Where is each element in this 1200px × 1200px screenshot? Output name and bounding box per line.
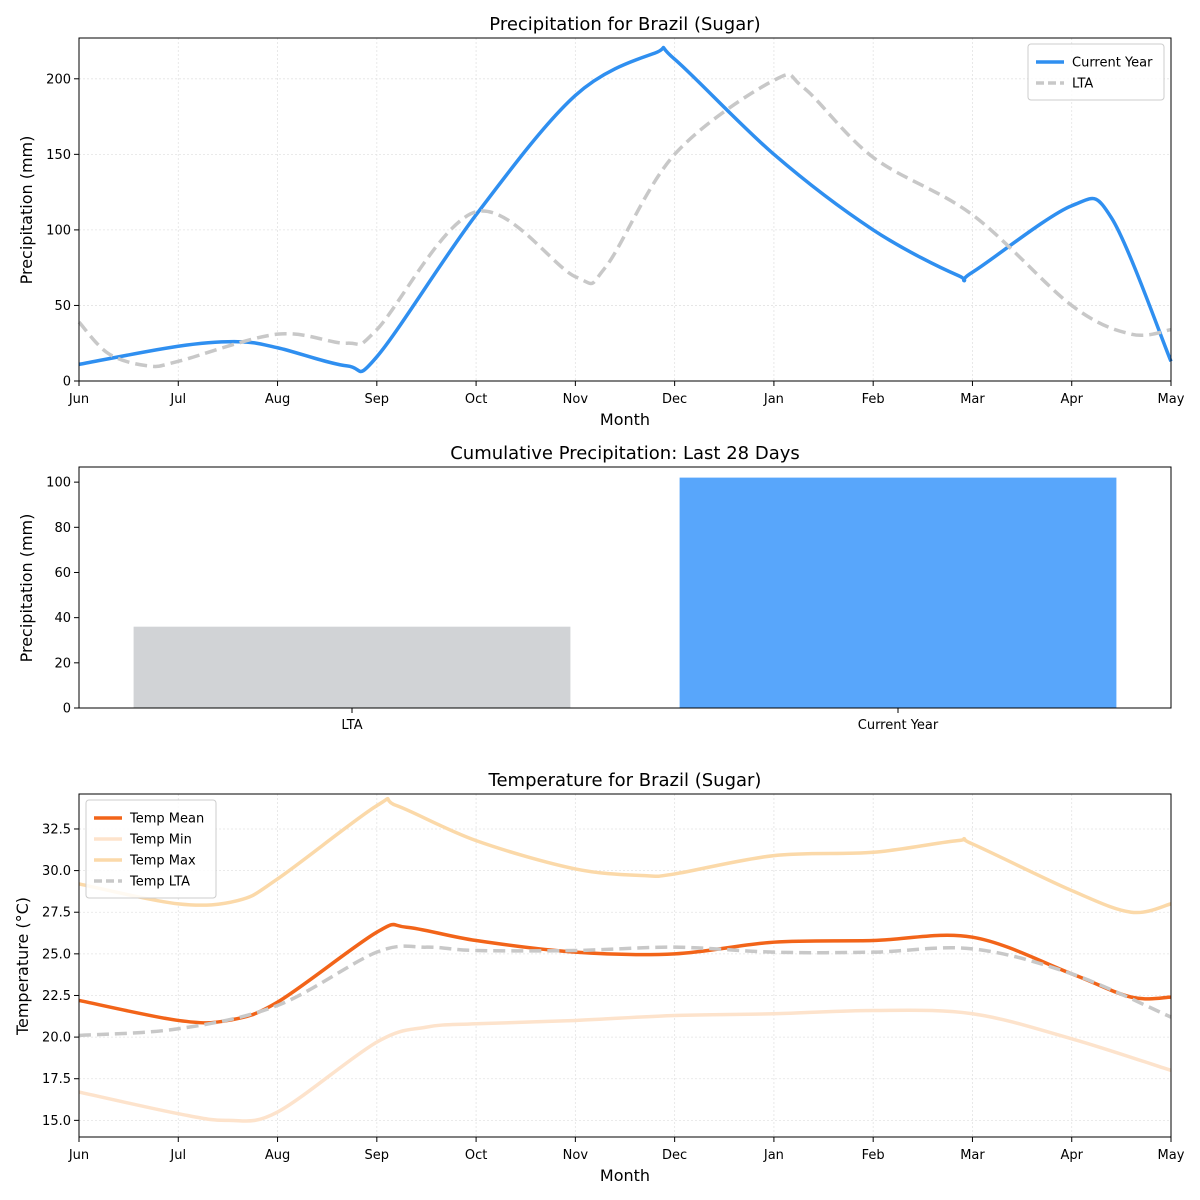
y-tick-label: 20.0 [42,1031,71,1046]
x-tick-label: Feb [862,1148,885,1163]
y-tick-label: 27.5 [42,906,71,921]
y-tick-label: 20 [54,656,71,671]
y-axis-label: Temperature (°C) [13,897,32,1036]
x-tick-label: Nov [563,392,589,407]
x-tick-label: Feb [862,392,885,407]
legend-label: Current Year [1072,56,1153,71]
series-line-temp-lta [78,944,1172,1038]
temperature-line-chart: Temperature for Brazil (Sugar) Jun Jul Aug… [13,770,1185,1185]
x-tick-label: Sep [365,392,390,407]
y-tick-label: 30.0 [42,864,71,879]
y-tick-label: 40 [54,611,71,626]
y-tick-label: 60 [54,566,71,581]
y-tick-label: 22.5 [42,989,71,1004]
y-tick-label: 17.5 [42,1072,71,1087]
series-line-lta [77,72,1172,369]
y-axis-label: Precipitation (mm) [17,136,36,285]
legend-label: Temp Mean [129,812,204,827]
x-axis-label: Month [600,1166,650,1185]
y-tick-label: 0 [63,375,71,390]
x-tick-label: Mar [960,1148,985,1163]
series-line-current-year [78,45,1173,374]
x-tick-label: Apr [1060,1148,1083,1163]
x-tick-label: Nov [563,1148,589,1163]
y-tick-label: 0 [63,702,71,717]
chart-title: Cumulative Precipitation: Last 28 Days [450,443,800,464]
y-tick-label: 100 [46,223,71,238]
x-axis-label: Month [600,410,650,429]
plot-frame [78,466,1172,709]
legend-label: LTA [1072,77,1093,92]
series-line-temp-mean [78,922,1172,1025]
x-tick-label: Jul [169,392,186,407]
plot-frame [78,37,1172,382]
x-tick-label: Dec [662,1148,687,1163]
series-line-temp-min [78,1008,1172,1123]
x-tick-label: LTA [341,718,362,733]
precipitation-line-chart: Precipitation for Brazil (Sugar) Jun Jul A… [17,14,1185,429]
legend: Current Year LTA [1027,43,1165,101]
x-tick-label: Aug [265,392,290,407]
chart-title: Precipitation for Brazil (Sugar) [489,14,760,35]
y-tick-label: 50 [54,299,71,314]
x-tick-label: Sep [365,1148,390,1163]
x-tick-label: Mar [960,392,985,407]
legend-label: Temp Min [129,833,192,848]
y-tick-label: 15.0 [42,1114,71,1129]
x-tick-label: Jan [763,1148,784,1163]
y-tick-label: 32.5 [42,822,71,837]
x-tick-label: Jun [68,1148,89,1163]
cumulative-bar-chart: Cumulative Precipitation: Last 28 Days L… [17,443,1172,733]
x-tick-label: May [1158,392,1185,407]
legend: Temp Mean Temp Min Temp Max Temp LTA [85,799,217,899]
y-tick-label: 80 [54,521,71,536]
legend-label: Temp Max [129,854,196,869]
y-axis-label: Precipitation (mm) [17,514,36,663]
y-tick-label: 25.0 [42,947,71,962]
y-tick-label: 100 [46,476,71,491]
x-tick-label: Jun [68,392,89,407]
x-tick-label: Dec [662,392,687,407]
x-tick-label: Current Year [858,718,939,733]
series-line-temp-max [78,797,1172,915]
x-tick-label: Aug [265,1148,290,1163]
legend-frame [85,799,217,899]
x-tick-label: Apr [1060,392,1083,407]
plot-frame [78,793,1172,1138]
y-tick-label: 200 [46,72,71,87]
legend-label: Temp LTA [129,875,190,890]
bar-current-year [679,477,1117,708]
x-tick-label: Oct [465,1148,487,1163]
x-tick-label: Jul [169,1148,186,1163]
bar-lta [133,626,571,708]
legend-frame [1027,43,1165,101]
x-tick-label: Oct [465,392,487,407]
y-tick-label: 150 [46,148,71,163]
x-tick-label: May [1158,1148,1185,1163]
x-tick-label: Jan [763,392,784,407]
chart-title: Temperature for Brazil (Sugar) [488,770,762,791]
